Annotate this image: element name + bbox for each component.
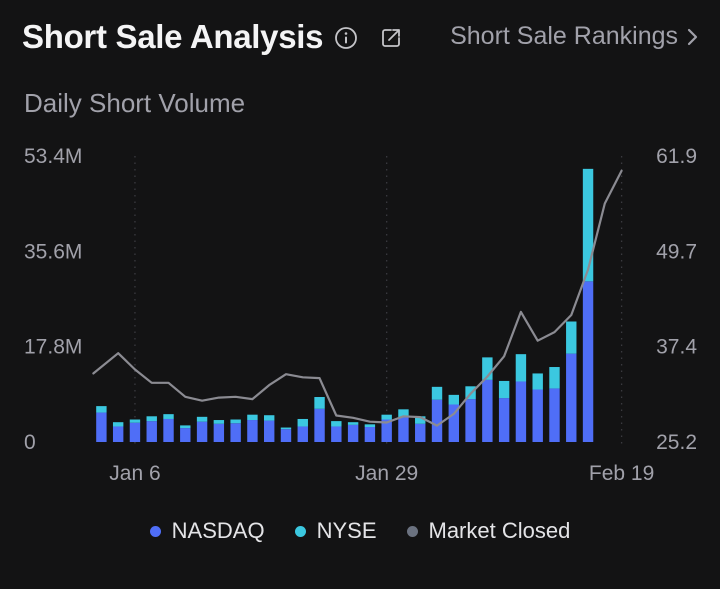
legend-item-market-closed[interactable]: Market Closed <box>406 518 571 544</box>
bar-nyse <box>112 422 124 427</box>
bar-nyse <box>482 357 493 380</box>
bar-nasdaq <box>331 426 342 442</box>
info-icon[interactable] <box>334 26 358 50</box>
bar-nasdaq <box>364 427 376 442</box>
bar-nasdaq <box>247 420 258 442</box>
bar-nasdaq <box>549 388 560 442</box>
bar-nyse <box>398 409 409 418</box>
bar-nasdaq <box>163 418 174 442</box>
bar-nyse <box>431 386 443 400</box>
bar-nyse <box>129 419 141 423</box>
bar-nyse <box>163 414 174 419</box>
bar-nasdaq <box>532 389 543 442</box>
bar-nasdaq <box>297 426 308 442</box>
bar-nyse <box>582 168 594 282</box>
bar-nyse <box>347 422 359 425</box>
bar-nyse <box>331 421 342 427</box>
bar-nasdaq <box>129 422 141 442</box>
bar-nasdaq <box>498 398 510 442</box>
bar-nasdaq <box>196 421 208 442</box>
bar-nasdaq <box>448 404 459 442</box>
legend-dot-market-closed <box>406 525 418 537</box>
bar-nasdaq <box>582 281 594 442</box>
chart-title: Daily Short Volume <box>24 88 246 118</box>
bar-nasdaq <box>146 421 157 442</box>
bar-nyse <box>532 373 543 390</box>
legend-dot-nasdaq <box>149 525 161 537</box>
bar-nyse <box>515 354 527 382</box>
line-market-closed <box>92 169 623 427</box>
x-tick-label: Jan 6 <box>109 462 160 485</box>
legend-label-market-closed: Market Closed <box>428 518 571 543</box>
y-left-tick-label: 53.4M <box>24 145 82 168</box>
bar-nasdaq <box>482 379 493 442</box>
bar-nyse <box>297 418 308 427</box>
legend-item-nyse[interactable]: NYSE <box>294 518 377 544</box>
bar-nyse <box>247 414 258 421</box>
bar-nyse <box>96 406 107 413</box>
bar-nyse <box>264 415 275 421</box>
share-icon[interactable] <box>379 26 403 50</box>
bar-nasdaq <box>347 424 359 442</box>
bar-nyse <box>314 397 325 409</box>
bar-nyse <box>213 420 225 424</box>
x-tick-label: Feb 19 <box>589 462 654 485</box>
y-left-tick-label: 17.8M <box>24 336 82 359</box>
chevron-right-icon <box>687 28 698 45</box>
bar-nyse <box>364 424 376 428</box>
bar-nyse <box>566 321 577 354</box>
short-sale-rankings-link[interactable]: Short Sale Rankings <box>450 22 700 51</box>
bar-nasdaq <box>230 423 241 442</box>
y-left-tick-label: 35.6M <box>24 240 82 263</box>
legend-label-nasdaq: NASDAQ <box>171 518 265 543</box>
legend-item-nasdaq[interactable]: NASDAQ <box>149 518 265 544</box>
bar-nasdaq <box>264 420 275 442</box>
y-right-tick-label: 37.4 <box>656 336 697 359</box>
bar-nyse <box>196 416 208 422</box>
bar-nyse <box>230 419 241 424</box>
legend-label-nyse: NYSE <box>316 518 377 543</box>
bar-nyse <box>280 427 292 430</box>
bar-nasdaq <box>515 381 527 442</box>
page-title: Short Sale Analysis <box>22 18 324 55</box>
bar-nasdaq <box>213 423 225 442</box>
rankings-label: Short Sale Rankings <box>450 22 678 50</box>
y-left-tick-label: 0 <box>24 431 36 454</box>
bar-nyse <box>146 416 157 422</box>
bar-nasdaq <box>180 428 191 442</box>
bar-nasdaq <box>112 426 124 442</box>
bar-nasdaq <box>431 399 443 442</box>
bar-nyse <box>549 367 560 389</box>
bar-nyse <box>180 425 191 429</box>
header: Short Sale Analysis Short Sale Rankings <box>22 14 700 62</box>
short-volume-chart: 53.4M 35.6M 17.8M 0 61.9 49.7 37.4 25.2 Jan 6 Jan… <box>24 145 697 485</box>
bar-nyse <box>415 416 426 424</box>
bar-nasdaq <box>280 429 292 442</box>
chart-legend: NASDAQ NYSE Market Closed <box>0 518 720 544</box>
bar-nasdaq <box>381 419 392 442</box>
bar-nasdaq <box>465 399 476 442</box>
x-tick-label: Jan 29 <box>355 462 418 485</box>
y-right-tick-label: 25.2 <box>656 431 697 454</box>
bar-nasdaq <box>566 353 577 442</box>
legend-dot-nyse <box>294 525 306 537</box>
y-right-tick-label: 49.7 <box>656 240 697 263</box>
bar-nyse <box>381 414 392 420</box>
bar-nasdaq <box>415 423 426 442</box>
bar-nyse <box>448 394 459 405</box>
bar-nyse <box>498 380 510 399</box>
bar-nasdaq <box>314 408 325 442</box>
bar-nasdaq <box>96 412 107 442</box>
bar-nasdaq <box>398 417 409 442</box>
y-right-tick-label: 61.9 <box>656 145 697 168</box>
